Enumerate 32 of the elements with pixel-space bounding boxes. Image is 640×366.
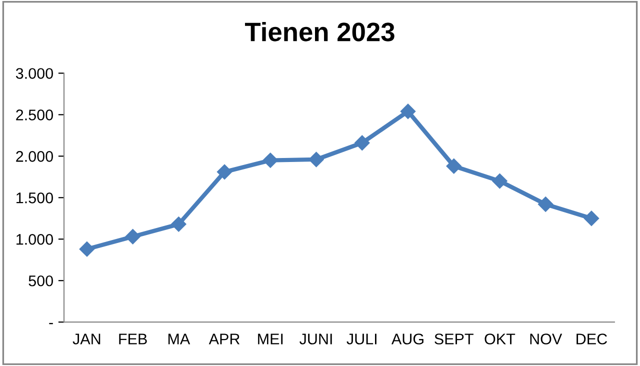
x-tick-label: JULI	[346, 334, 376, 344]
x-tick-label: JAN	[72, 334, 100, 344]
x-tick-label: MEI	[258, 334, 283, 344]
point	[171, 216, 186, 232]
point	[538, 196, 554, 212]
point	[262, 152, 278, 168]
chart-title: Tienen 2023	[244, 22, 394, 42]
x-tick-label: MA	[168, 334, 190, 344]
point	[492, 173, 508, 189]
x-tick-label: DEC	[576, 334, 608, 344]
point	[584, 210, 600, 226]
y-tick-label: 2.500	[16, 110, 53, 120]
x-tick-label: AUG	[391, 334, 424, 344]
x-tick-label: APR	[208, 334, 240, 344]
y-tick-label: 1.500	[16, 192, 53, 204]
y-tick-label: 3.000	[16, 68, 53, 79]
y-tick-label: 2.000	[16, 151, 53, 162]
x-tick-label: FEB	[119, 334, 147, 344]
x-tick-label: OKT	[484, 334, 516, 344]
point	[400, 104, 416, 119]
y-tick-label: 500	[28, 275, 53, 286]
point	[446, 158, 462, 174]
point	[308, 152, 324, 168]
point	[216, 164, 232, 180]
y-tick-label: 1.000	[16, 234, 53, 245]
y-tick-label: -	[49, 322, 53, 324]
x-tick-label: SEPT	[434, 334, 474, 344]
point	[354, 135, 370, 150]
point	[79, 242, 95, 257]
point	[125, 229, 140, 244]
x-tick-label: NOV	[530, 334, 562, 344]
x-tick-label: JUNI	[300, 334, 332, 344]
